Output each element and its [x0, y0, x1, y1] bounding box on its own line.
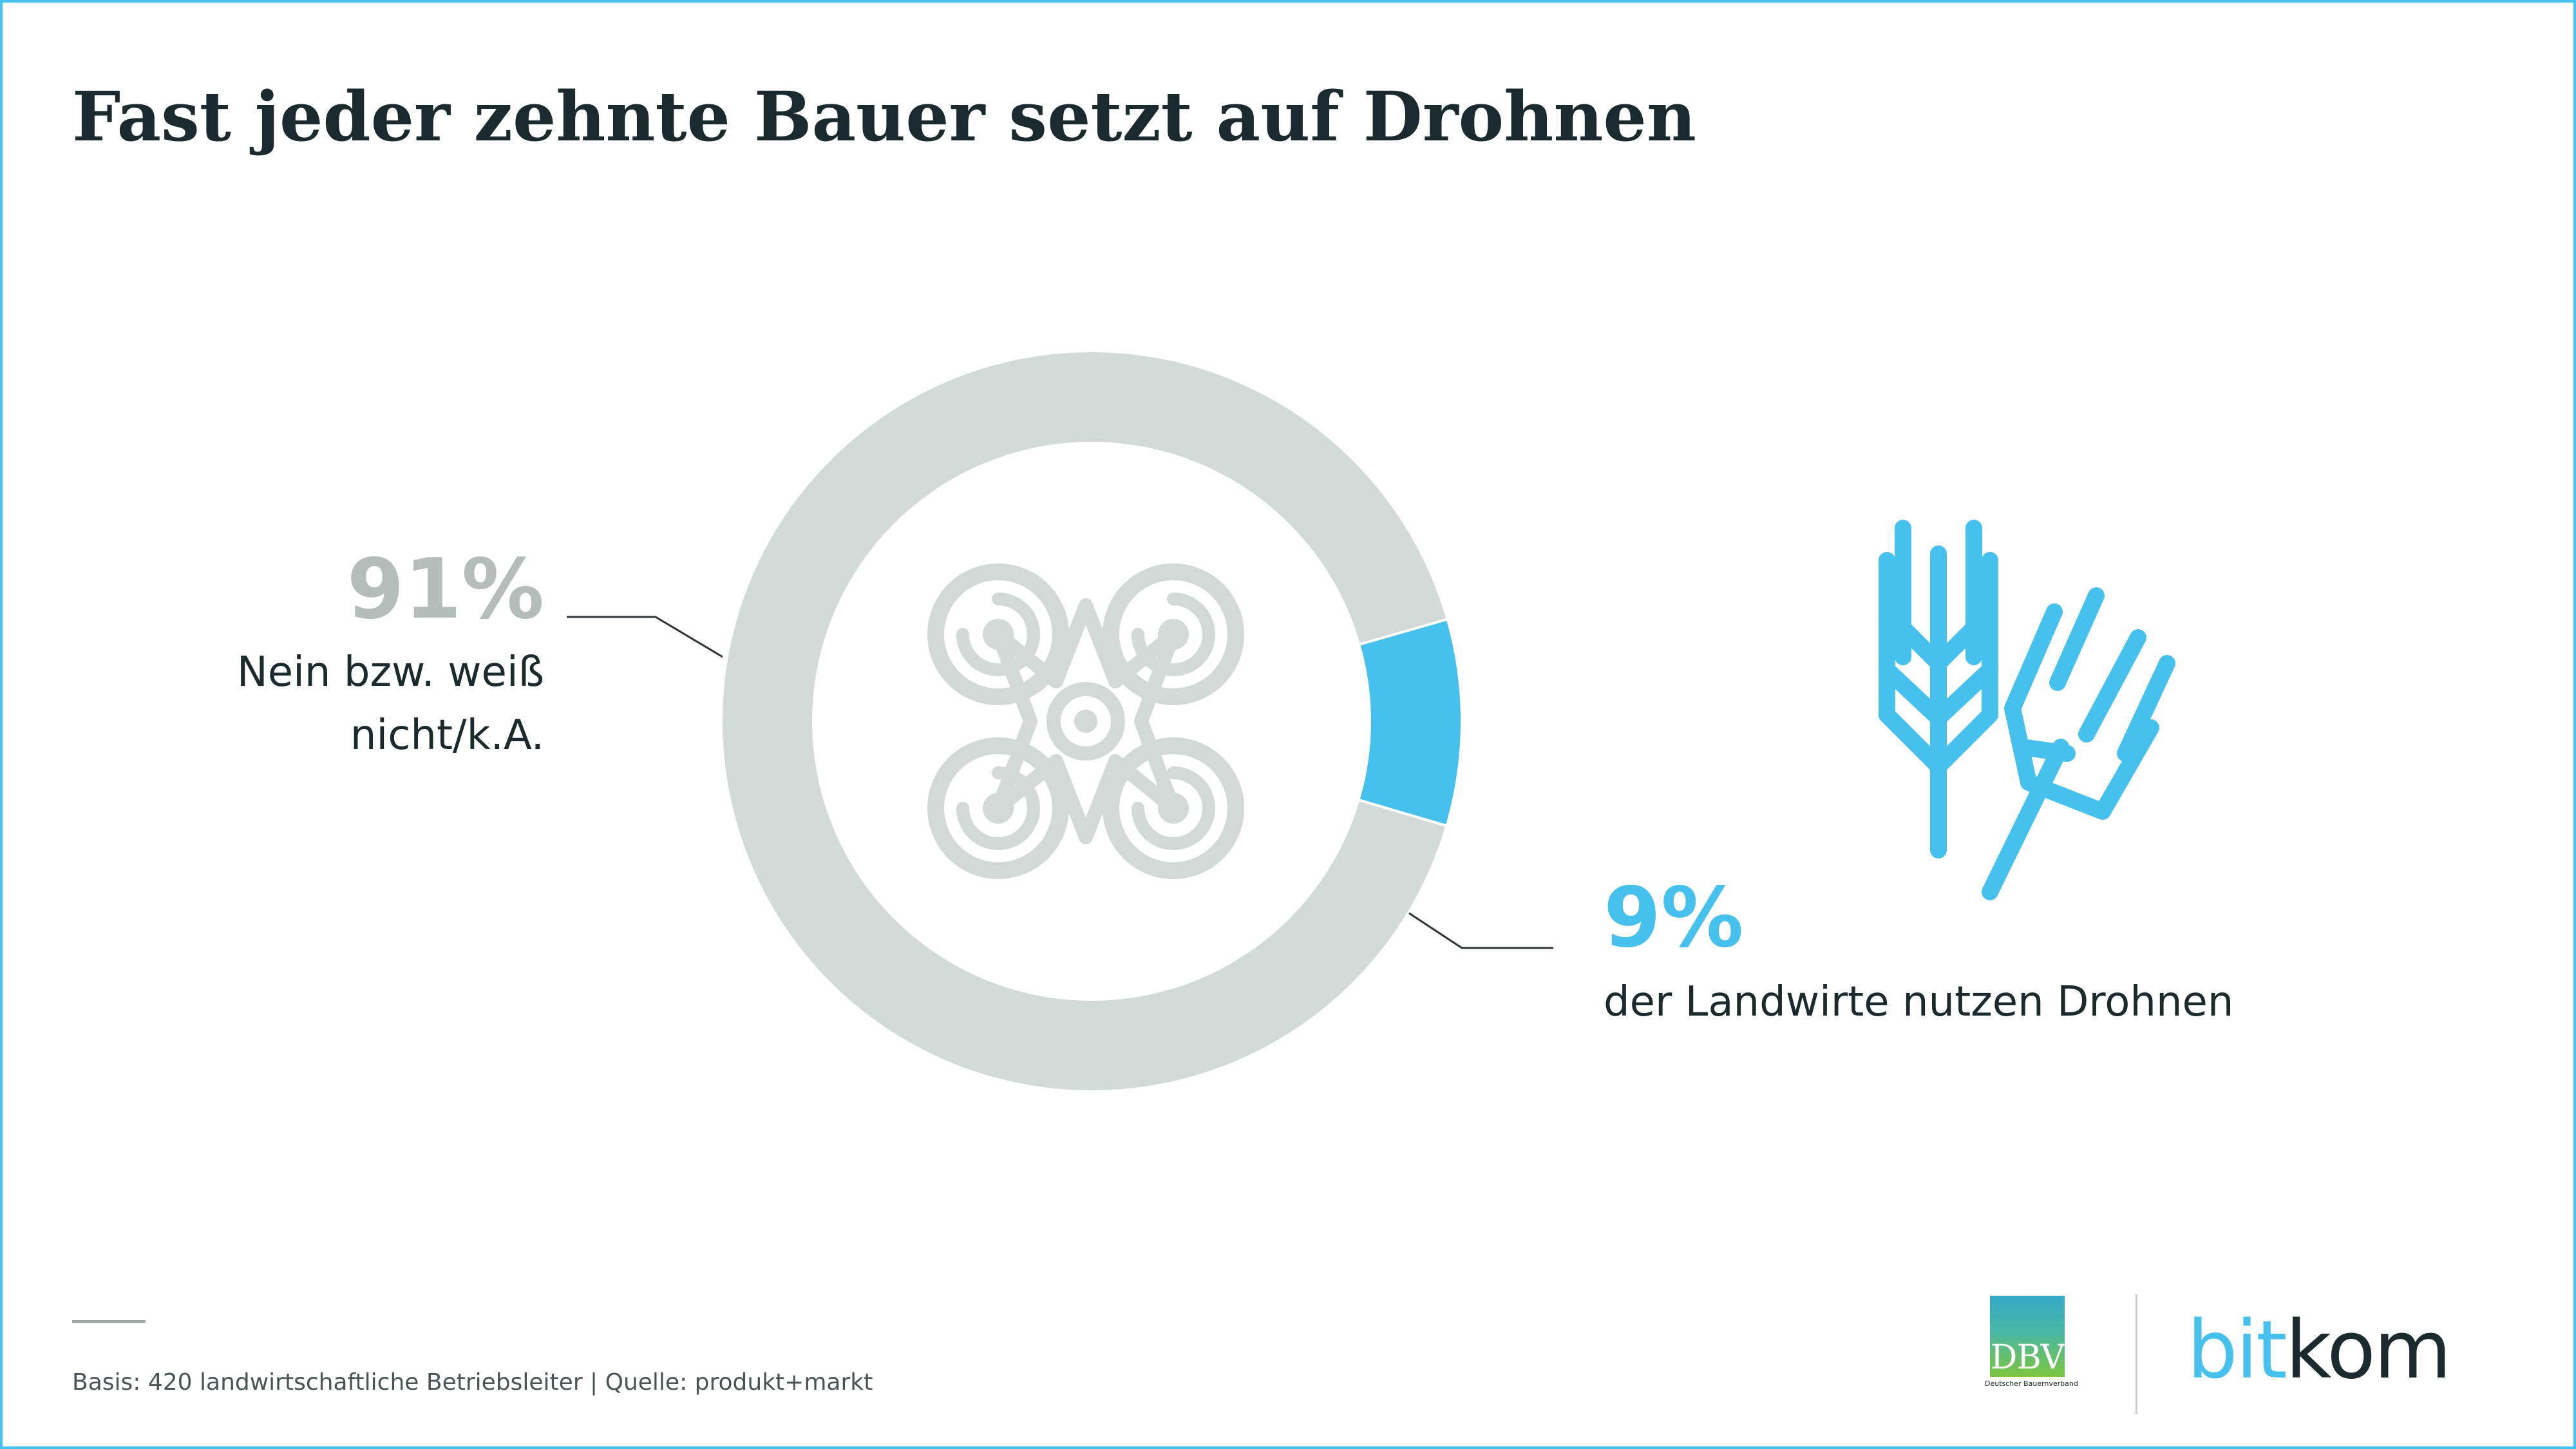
logo-divider	[2136, 1294, 2137, 1414]
segment-no	[720, 350, 1450, 1094]
percent-no: 91%	[346, 542, 544, 638]
drone-icon	[927, 564, 1244, 879]
bitkom-logo-part2: kom	[2285, 1304, 2452, 1397]
label-no: Nein bzw. weiß nicht/k.A.	[158, 641, 544, 767]
percent-yes: 9%	[1604, 870, 1744, 966]
leader-line-yes	[1408, 912, 1553, 949]
footnote-rule	[72, 1320, 146, 1323]
segment-yes	[1356, 618, 1463, 828]
wheat-icon	[1879, 520, 2175, 900]
dbv-logo-text: DBV	[1990, 1338, 2065, 1377]
label-no-line2: nicht/k.A.	[350, 712, 544, 759]
dbv-logo: DBV Deutscher Bauernverband	[1985, 1296, 2078, 1392]
bitkom-logo: bitkom	[2187, 1311, 2452, 1390]
dbv-logo-subtitle: Deutscher Bauernverband	[1985, 1379, 2078, 1388]
chart-title: Fast jeder zehnte Bauer setzt auf Drohne…	[72, 76, 1696, 156]
donut-segments	[720, 350, 1463, 1094]
leader-line-no	[567, 616, 723, 658]
label-no-line1: Nein bzw. weiß	[236, 649, 544, 696]
footnote: Basis: 420 landwirtschaftliche Betriebsl…	[72, 1369, 873, 1396]
label-yes: der Landwirte nutzen Drohnen	[1604, 978, 2234, 1026]
dbv-logo-block	[1990, 1296, 2065, 1377]
bitkom-logo-part1: bit	[2187, 1304, 2287, 1397]
